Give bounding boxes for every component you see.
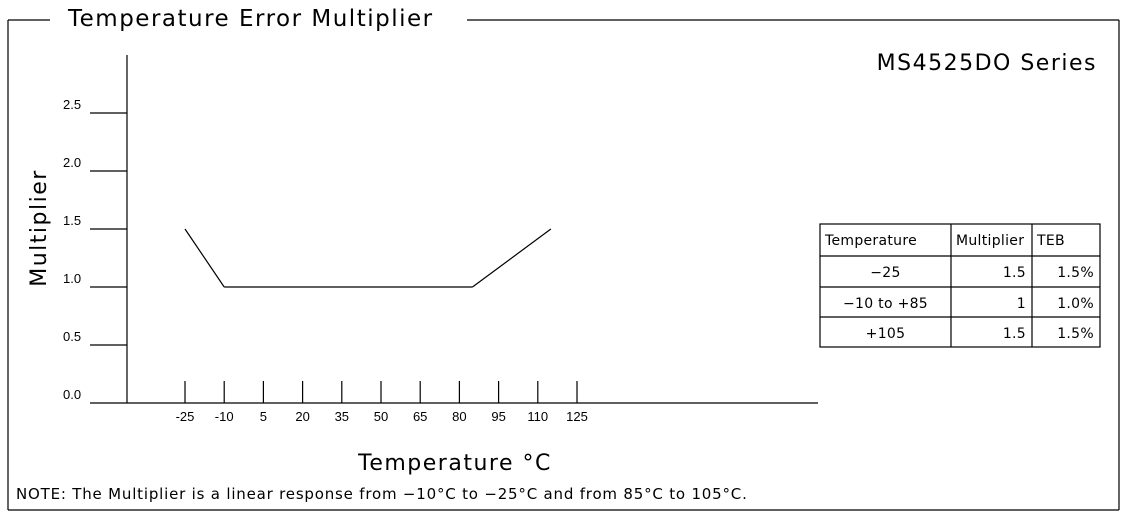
x-tick-label: 95 xyxy=(491,409,505,424)
y-tick-label: 0.5 xyxy=(63,329,81,344)
table-header-cell: Temperature xyxy=(824,233,917,249)
footnote: NOTE: The Multiplier is a linear respons… xyxy=(16,485,748,503)
series-segment xyxy=(472,228,552,288)
x-tick-label: 125 xyxy=(566,409,588,424)
y-tick-label: 2.0 xyxy=(63,155,81,170)
y-axis-title: Multiplier xyxy=(27,169,52,287)
series-label: MS4525DO Series xyxy=(877,51,1097,76)
table-cell: 1.0% xyxy=(1057,296,1094,312)
x-tick-label: 50 xyxy=(374,409,388,424)
x-tick-label: 5 xyxy=(260,409,267,424)
x-tick-label: 110 xyxy=(527,409,548,424)
frame xyxy=(7,19,1120,511)
x-ticks: -25 -10 5 20 35 50 65 80 95 110 125 xyxy=(176,381,588,424)
data-table: Temperature Multiplier TEB −25 1.5 1.5% −10 to… xyxy=(819,223,1101,348)
x-tick-label: -25 xyxy=(176,409,195,424)
y-tick-label: 2.5 xyxy=(63,97,81,112)
table-cell: 1.5 xyxy=(1003,326,1026,342)
table-border xyxy=(819,223,1101,348)
y-tick-label: 1.0 xyxy=(63,271,81,286)
y-tick-label: 0.0 xyxy=(63,387,81,402)
series-lines xyxy=(184,228,552,288)
y-ticks: 0.0 0.5 1.0 1.5 2.0 2.5 xyxy=(63,97,127,404)
x-tick-label: 80 xyxy=(452,409,466,424)
x-tick-label: -10 xyxy=(215,409,234,424)
table-cell: 1.5 xyxy=(1003,265,1026,281)
table-header-cell: TEB xyxy=(1036,233,1065,249)
table-cell: −10 to +85 xyxy=(843,296,928,312)
y-tick-label: 1.5 xyxy=(63,213,81,228)
x-axis-title: Temperature °C xyxy=(357,451,552,476)
table-cell: 1 xyxy=(1017,296,1026,312)
table-header-cell: Multiplier xyxy=(956,233,1024,249)
table-cell: −25 xyxy=(870,265,900,281)
table-cell: +105 xyxy=(866,326,906,342)
x-tick-label: 35 xyxy=(335,409,349,424)
table-cell: 1.5% xyxy=(1057,326,1094,342)
chart-title: Temperature Error Multiplier xyxy=(67,6,434,32)
table-cell: 1.5% xyxy=(1057,265,1094,281)
series-segment xyxy=(184,228,225,288)
x-tick-label: 65 xyxy=(413,409,427,424)
x-tick-label: 20 xyxy=(295,409,309,424)
